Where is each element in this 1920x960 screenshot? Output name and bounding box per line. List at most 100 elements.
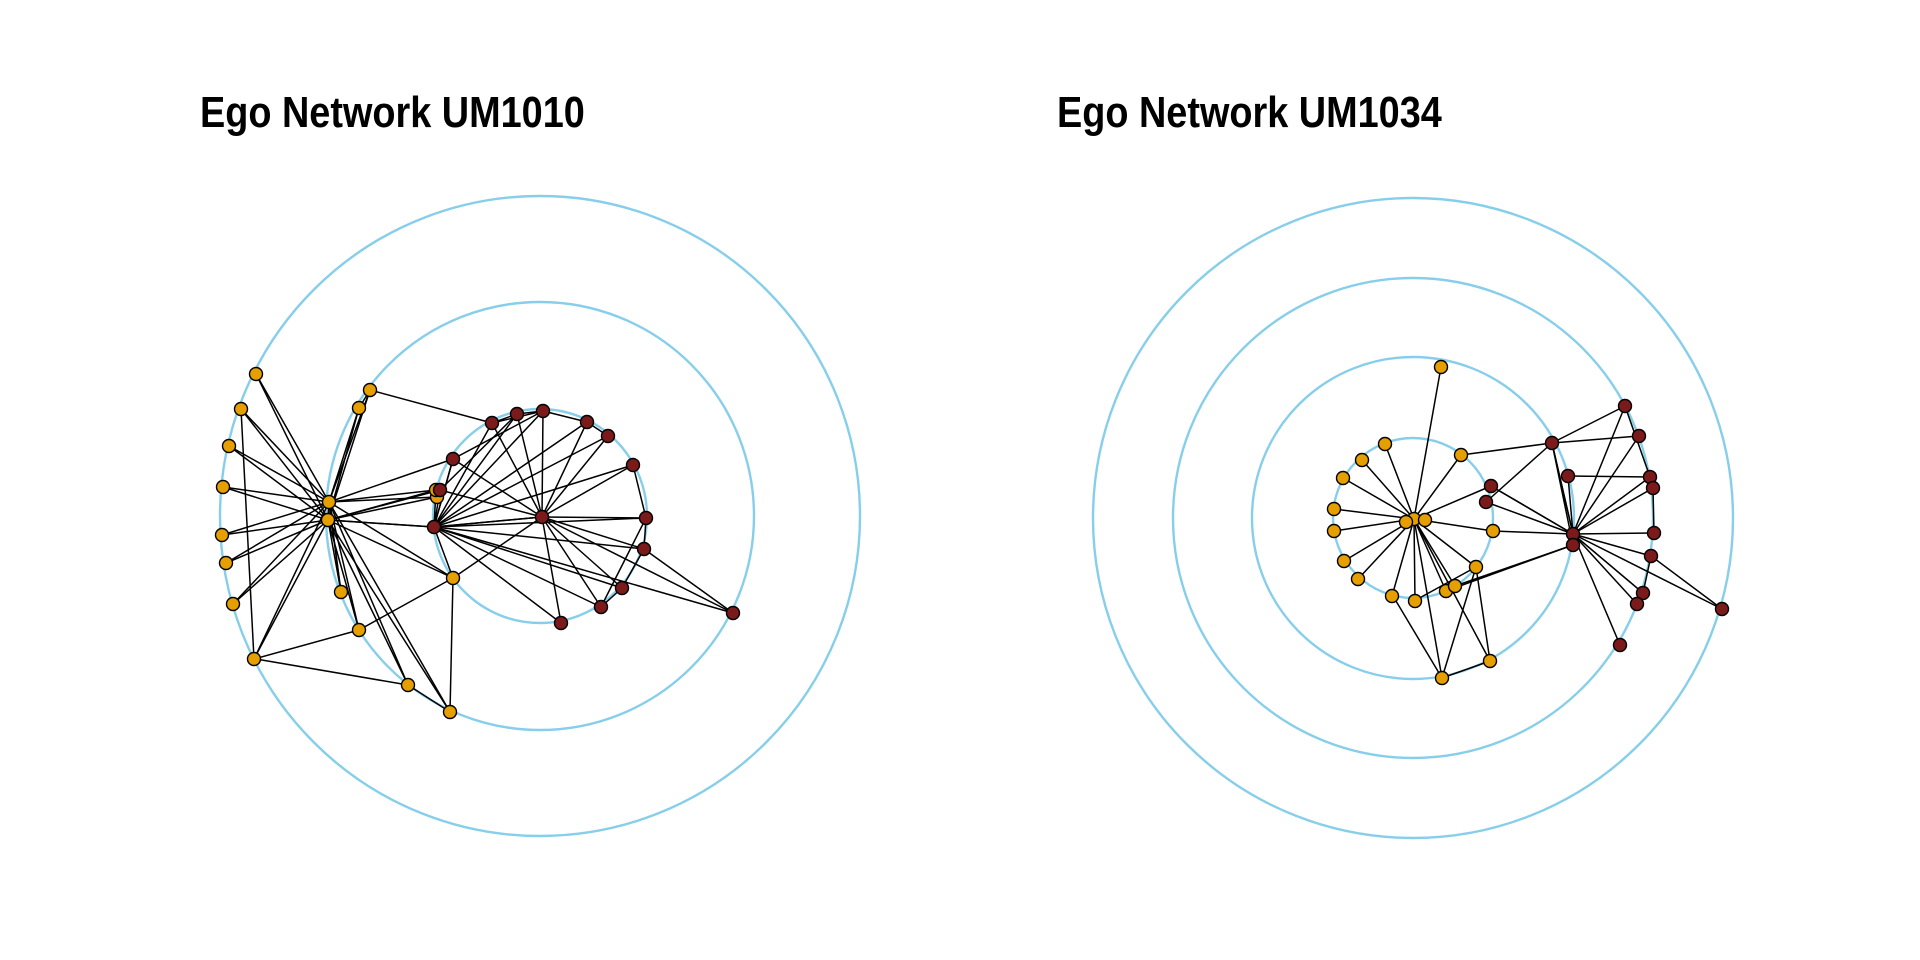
node-group-a [218, 555, 234, 571]
edge [1475, 566, 1491, 662]
ring-3 [218, 194, 862, 838]
node-group-a [1377, 436, 1393, 452]
node-group-b [725, 605, 741, 621]
node-group-b [1560, 468, 1576, 484]
node-group-b [1612, 637, 1628, 653]
node-group-b [1565, 537, 1581, 553]
ring-4 [1091, 196, 1735, 840]
edge [1567, 475, 1651, 478]
edge [1551, 405, 1626, 444]
edge [240, 408, 255, 660]
edge [433, 526, 623, 589]
edge [1342, 477, 1415, 520]
edge [328, 489, 437, 503]
edge [1572, 533, 1621, 646]
edge [327, 519, 454, 579]
node-group-a [215, 479, 231, 495]
edge [1460, 442, 1553, 456]
edge [433, 526, 734, 614]
edge [1490, 485, 1574, 535]
edge [1572, 476, 1651, 535]
edge [1441, 660, 1491, 679]
edge [1413, 518, 1416, 602]
edge [541, 421, 588, 518]
network-um1010 [214, 194, 862, 838]
node-group-b [638, 510, 654, 526]
edge [327, 496, 438, 521]
edge [621, 548, 645, 589]
node-group-b [509, 406, 525, 422]
node-group-b [600, 428, 616, 444]
node-group-a [351, 400, 367, 416]
edge [1384, 443, 1415, 520]
edge [433, 526, 562, 624]
edge [407, 684, 451, 713]
edge [228, 445, 329, 521]
node-group-a [1447, 578, 1463, 594]
edge [1391, 518, 1415, 597]
edge [1572, 532, 1655, 535]
edge [328, 501, 451, 713]
node-group-a [442, 704, 458, 720]
edge [541, 516, 623, 589]
edge [542, 410, 588, 423]
edges [221, 373, 734, 713]
edge [225, 519, 329, 564]
edge [1572, 533, 1638, 605]
node-group-a [351, 622, 367, 638]
edge [328, 501, 409, 686]
node-group-a [333, 584, 349, 600]
node-group-b [535, 403, 551, 419]
edge [240, 408, 330, 503]
edge [433, 422, 493, 528]
edge [541, 516, 562, 624]
edge [232, 501, 330, 605]
node-group-b [1645, 480, 1661, 496]
node-group-a [1336, 553, 1352, 569]
node-group-a [233, 401, 249, 417]
node-group-a [1434, 670, 1450, 686]
edge [253, 629, 360, 660]
edge [491, 422, 543, 518]
edge [1485, 442, 1553, 503]
edge [1572, 435, 1640, 535]
edge [452, 410, 544, 460]
edge [1551, 435, 1640, 444]
node-group-b [1714, 601, 1730, 617]
node-group-b [1635, 585, 1651, 601]
edge [541, 435, 609, 518]
edge [255, 373, 329, 521]
edge [232, 519, 329, 605]
node-group-b [636, 541, 652, 557]
node-group-a [1417, 512, 1433, 528]
edge [541, 516, 645, 550]
node-group-a [1326, 523, 1342, 539]
edge [1413, 454, 1462, 520]
node-group-a [1485, 523, 1501, 539]
edge [253, 519, 329, 660]
edge [1441, 566, 1477, 679]
edge [225, 501, 330, 564]
edge [1492, 530, 1574, 535]
node-group-b [445, 451, 461, 467]
edge [1485, 501, 1574, 535]
edge [541, 410, 544, 518]
edge [433, 526, 454, 579]
node-group-a [1433, 359, 1449, 375]
node-group-a [321, 494, 337, 510]
panel-title-um1034: Ego Network UM1034 [1057, 88, 1442, 137]
edge [439, 413, 518, 491]
edge [1650, 555, 1723, 610]
edge [433, 526, 602, 608]
edge [253, 501, 330, 660]
node-group-b [553, 615, 569, 631]
edge [358, 577, 454, 631]
edge [541, 516, 602, 608]
node-group-b [614, 580, 630, 596]
edge [449, 577, 454, 713]
edge [1572, 533, 1652, 557]
edge [1413, 366, 1442, 520]
node-group-a [1335, 470, 1351, 486]
node-group-b [579, 414, 595, 430]
node-group-b [593, 599, 609, 615]
